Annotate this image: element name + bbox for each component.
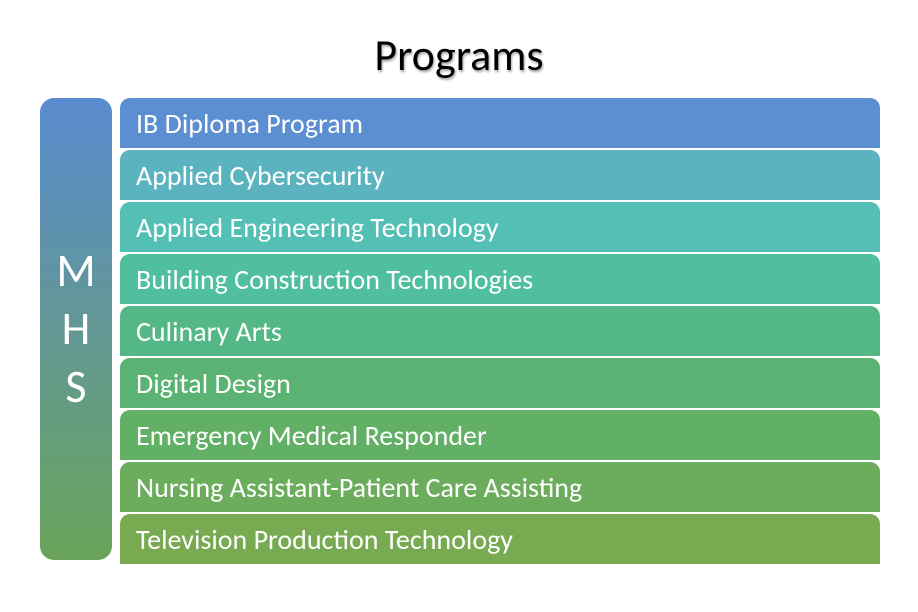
program-row: Digital Design: [120, 358, 880, 408]
program-label: Culinary Arts: [136, 314, 282, 349]
program-label: Emergency Medical Responder: [136, 418, 487, 453]
program-label: Building Construction Technologies: [136, 262, 533, 297]
program-list: IB Diploma Program Applied Cybersecurity A…: [120, 98, 880, 564]
program-row: IB Diploma Program: [120, 98, 880, 148]
program-label: IB Diploma Program: [136, 106, 363, 141]
program-row: Applied Cybersecurity: [120, 150, 880, 200]
sidebar-letter: M: [56, 248, 95, 294]
sidebar-letter: H: [62, 306, 91, 352]
page-title: Programs: [0, 28, 918, 82]
program-label: Applied Engineering Technology: [136, 210, 499, 245]
program-row: Nursing Assistant-Patient Care Assisting: [120, 462, 880, 512]
slide: Programs MHS IB Diploma Program Applied C…: [0, 0, 918, 612]
program-row: Television Production Technology: [120, 514, 880, 564]
sidebar-mhs: MHS: [40, 98, 112, 560]
program-label: Digital Design: [136, 366, 291, 401]
program-label: Applied Cybersecurity: [136, 158, 385, 193]
program-row: Applied Engineering Technology: [120, 202, 880, 252]
program-row: Building Construction Technologies: [120, 254, 880, 304]
program-row: Emergency Medical Responder: [120, 410, 880, 460]
program-label: Television Production Technology: [136, 522, 513, 557]
sidebar-letter: S: [65, 364, 86, 410]
program-label: Nursing Assistant-Patient Care Assisting: [136, 470, 582, 505]
program-row: Culinary Arts: [120, 306, 880, 356]
